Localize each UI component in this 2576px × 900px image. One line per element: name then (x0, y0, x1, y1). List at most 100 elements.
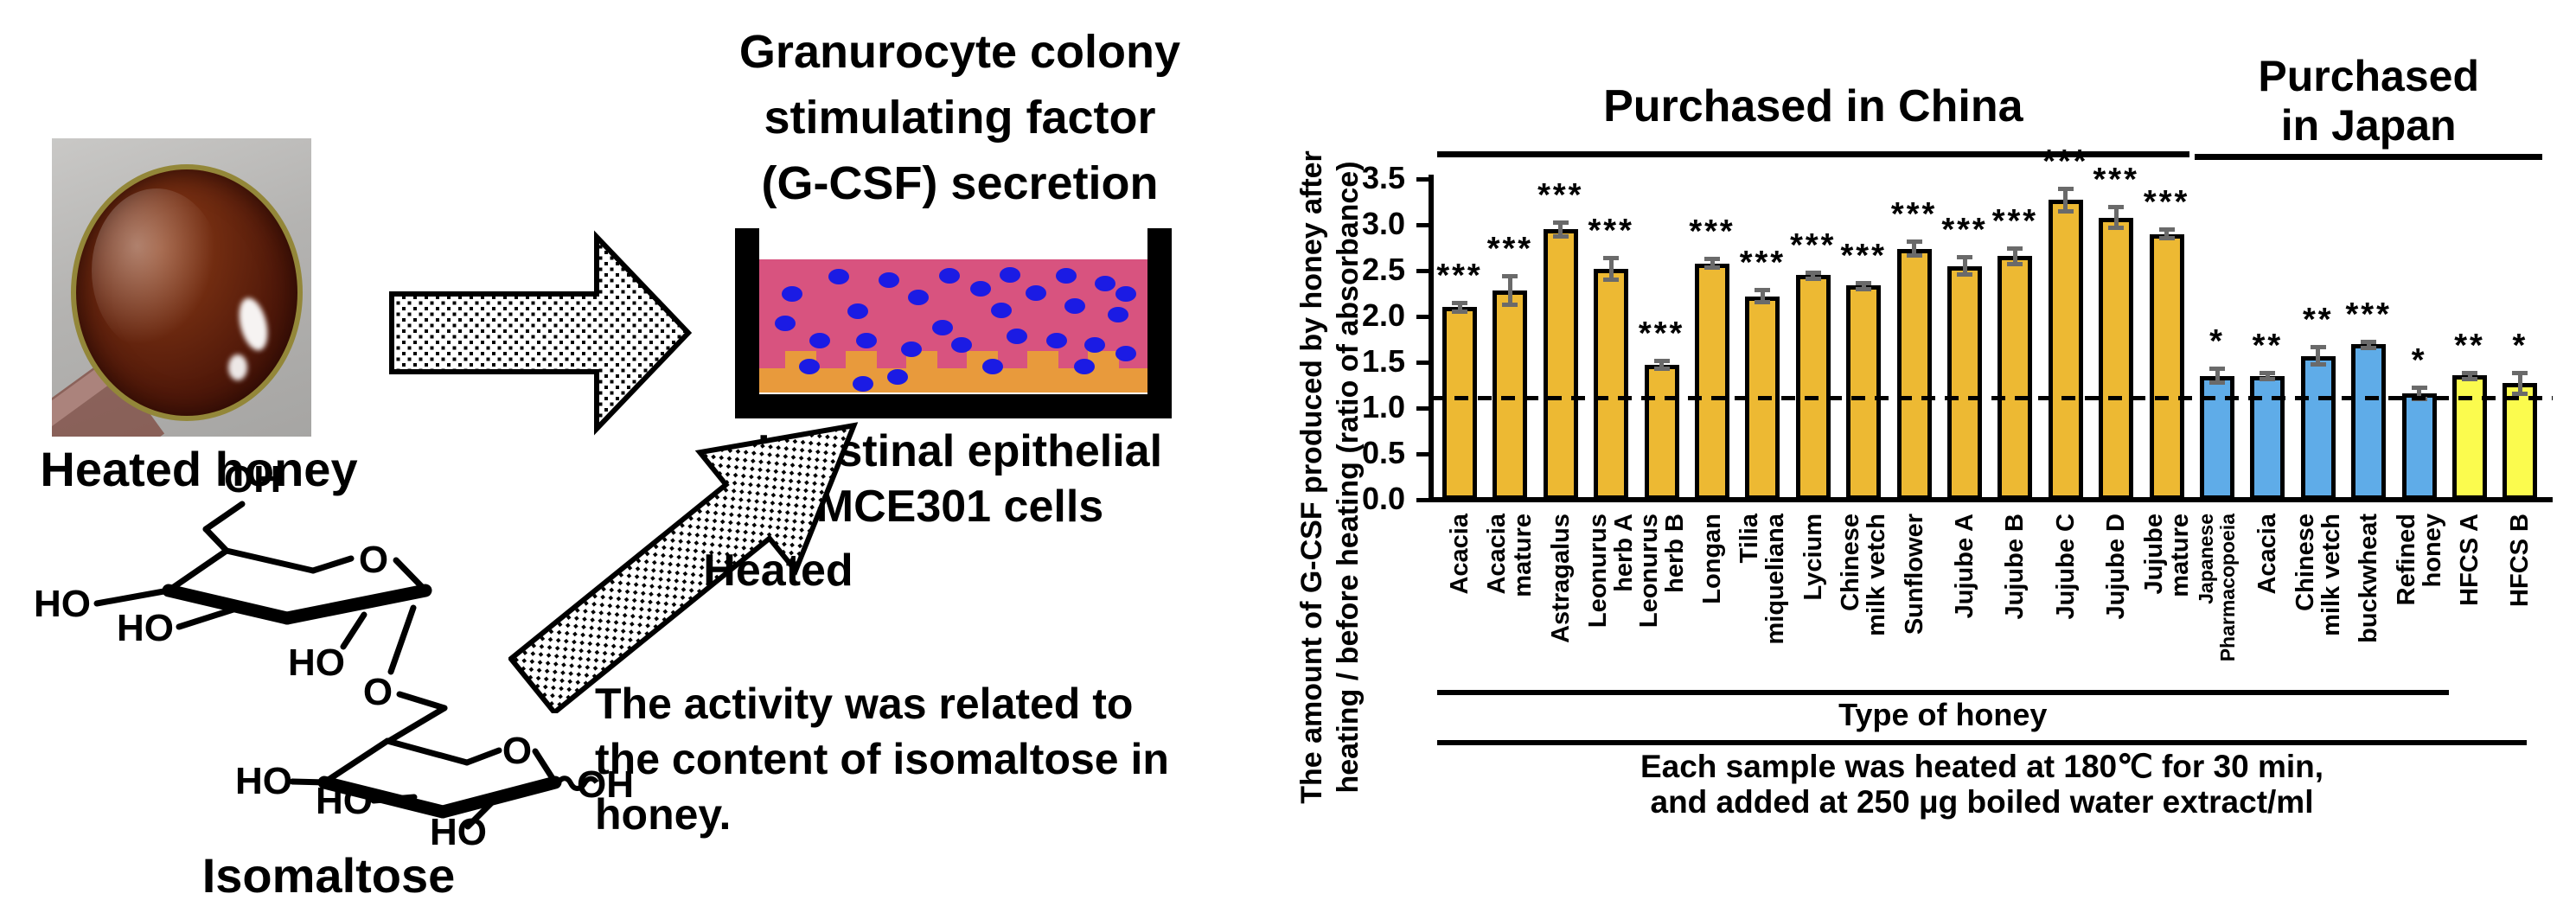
bar (2401, 393, 2437, 500)
error-bar-cap (2512, 370, 2528, 375)
significance-stars: *** (2143, 184, 2190, 221)
error-bar-cap (1906, 253, 1922, 259)
error-bar-cap (2361, 339, 2377, 344)
y-tick-mark (1416, 222, 1431, 227)
svg-text:OH: OH (577, 763, 634, 806)
group-underline-japan (2195, 154, 2543, 160)
significance-stars: * (2411, 341, 2427, 379)
x-tick-label: Lycium (1799, 514, 1827, 601)
significance-stars: *** (1840, 237, 1887, 274)
x-tick-label: HFCS B (2506, 514, 2534, 607)
y-tick-label: 2.0 (1361, 297, 1405, 333)
error-bar-cap (1653, 367, 1670, 372)
error-bar-stem (2366, 341, 2371, 348)
x-tick-label: Sunflower (1900, 514, 1928, 635)
svg-text:O: O (502, 730, 532, 772)
error-bar-stem (2417, 386, 2422, 400)
bar (1947, 265, 1982, 500)
honey-sheen-icon (92, 188, 221, 353)
error-bar-cap (2310, 362, 2326, 367)
error-bar-cap (1603, 256, 1620, 261)
error-bar-cap (2260, 370, 2276, 375)
x-tick-label: Longan (1698, 514, 1726, 604)
svg-text:HO: HO (430, 811, 487, 852)
error-bar-cap (1805, 271, 1821, 276)
x-tick-label: Jujube mature (2139, 514, 2194, 597)
significance-stars: ** (2454, 327, 2485, 364)
y-tick-label: 3.0 (1361, 206, 1405, 241)
block-arrow-diagonal-icon (508, 422, 859, 713)
error-bar-cap (2108, 204, 2125, 209)
group-underline-china (1437, 151, 2189, 157)
bar (2048, 200, 2083, 500)
error-bar-cap (1452, 309, 1467, 314)
y-tick-label: 2.5 (1361, 252, 1405, 287)
x-tick-label: Leonurus herb B (1634, 514, 1689, 629)
x-tick-label: Astragalus (1546, 514, 1575, 643)
y-tick-mark (1416, 360, 1431, 365)
error-bar-cap (1755, 300, 1771, 305)
error-bar-cap (1906, 239, 1922, 245)
error-bar-stem (1861, 282, 1866, 290)
error-bar-cap (2361, 345, 2377, 350)
significance-stars: *** (1941, 212, 1988, 249)
bar (2300, 355, 2336, 500)
significance-stars: *** (1486, 231, 1534, 268)
svg-text:HO: HO (316, 780, 373, 822)
bar (1896, 248, 1932, 500)
footer-line (1437, 740, 2527, 745)
y-tick-label: 1.5 (1361, 343, 1405, 379)
significance-stars: *** (1890, 196, 1938, 233)
y-tick-label: 0.0 (1361, 481, 1405, 516)
error-bar-cap (2007, 246, 2023, 251)
bar (2452, 374, 2487, 500)
error-bar-stem (2517, 372, 2522, 395)
x-tick-label: Acacia (1446, 514, 1473, 595)
y-tick-label: 1.0 (1361, 389, 1405, 424)
honey-highlight-icon (228, 354, 247, 380)
error-bar-cap (2209, 380, 2225, 386)
honey-blob (71, 164, 303, 421)
significance-stars: *** (1436, 258, 1483, 295)
significance-stars: *** (1991, 202, 2039, 239)
secreted-gcsf-dots (775, 267, 1136, 392)
dish-walls (735, 228, 1172, 418)
error-bar-cap (1552, 233, 1569, 239)
x-tick-label: buckwheat (2355, 514, 2383, 643)
error-bar-stem (1507, 276, 1512, 306)
error-bar-cap (2260, 377, 2276, 382)
dish-caption: Intestinal epithelial MCE301 cells (757, 426, 1163, 532)
reference-dashed-line (1431, 396, 2553, 401)
y-tick-mark (1416, 451, 1431, 456)
significance-stars: *** (2093, 161, 2139, 198)
x-tick-label: Jujube C (2051, 514, 2080, 620)
x-tick-label: Chinese milk vetch (1837, 514, 1891, 636)
activity-conclusion-text: The activity was related to the content … (595, 680, 1169, 839)
error-bar-cap (1805, 277, 1821, 282)
significance-stars: *** (2042, 143, 2089, 180)
block-arrow-right-icon (389, 230, 693, 436)
x-tick-label: Tilia miqueliana (1735, 514, 1790, 645)
svg-text:O: O (363, 671, 393, 713)
error-bar-cap (2512, 392, 2528, 397)
error-bar-cap (2158, 235, 2175, 240)
error-bar-stem (1912, 241, 1917, 257)
error-bar-stem (2467, 372, 2472, 380)
bar (2149, 233, 2184, 500)
significance-stars: * (2512, 327, 2528, 364)
y-tick-mark (1416, 497, 1431, 502)
significance-stars: *** (1790, 227, 1837, 265)
bar (2502, 383, 2538, 500)
error-bar-cap (1653, 358, 1670, 363)
error-bar-stem (2012, 247, 2017, 265)
significance-stars: *** (1638, 315, 1685, 352)
heated-honey-label: Heated honey (40, 442, 358, 496)
error-bar-stem (1811, 272, 1816, 280)
error-bar-cap (2108, 226, 2125, 231)
error-bar-cap (2057, 209, 2074, 214)
isomaltose-label: Isomaltose (201, 848, 456, 900)
y-axis-line (1429, 175, 1434, 502)
error-bar-stem (2265, 372, 2270, 380)
gcsf-secretion-title: Granurocyte colony stimulating factor (G… (738, 26, 1181, 209)
y-tick-mark (1416, 268, 1431, 273)
